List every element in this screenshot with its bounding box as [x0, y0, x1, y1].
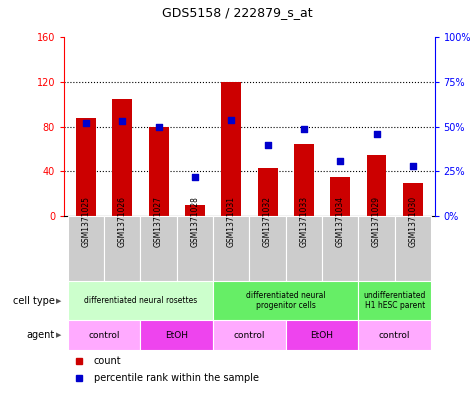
Text: GSM1371028: GSM1371028 [190, 196, 200, 247]
Text: undifferentiated
H1 hESC parent: undifferentiated H1 hESC parent [363, 291, 426, 310]
Bar [285, 216, 322, 281]
Bar [285, 320, 358, 350]
Bar [213, 281, 358, 320]
Point [191, 174, 199, 180]
Bar [104, 216, 141, 281]
Bar [358, 216, 395, 281]
Text: GSM1371025: GSM1371025 [81, 196, 90, 247]
Text: differentiated neural
progenitor cells: differentiated neural progenitor cells [246, 291, 325, 310]
Text: count: count [94, 356, 122, 366]
Bar [213, 320, 285, 350]
Point [264, 141, 271, 148]
Text: ▶: ▶ [57, 298, 62, 304]
Text: control: control [234, 331, 265, 340]
Text: control: control [88, 331, 120, 340]
Bar [257, 168, 277, 216]
Point [300, 125, 308, 132]
Text: GDS5158 / 222879_s_at: GDS5158 / 222879_s_at [162, 6, 313, 19]
Bar [358, 320, 431, 350]
Bar [76, 118, 96, 216]
Bar [213, 216, 249, 281]
Text: percentile rank within the sample: percentile rank within the sample [94, 373, 259, 383]
Text: EtOH: EtOH [311, 331, 333, 340]
Text: GSM1371034: GSM1371034 [336, 196, 345, 247]
Point [82, 120, 90, 126]
Bar [395, 216, 431, 281]
Bar [358, 281, 431, 320]
Point [228, 116, 235, 123]
Bar [177, 216, 213, 281]
Bar [185, 205, 205, 216]
Bar [68, 281, 213, 320]
Text: agent: agent [27, 330, 55, 340]
Text: GSM1371029: GSM1371029 [372, 196, 381, 247]
Bar [403, 183, 423, 216]
Text: cell type: cell type [13, 296, 55, 306]
Text: GSM1371030: GSM1371030 [408, 196, 418, 247]
Text: GSM1371033: GSM1371033 [299, 196, 308, 247]
Text: GSM1371032: GSM1371032 [263, 196, 272, 247]
Point [336, 158, 344, 164]
Bar [112, 99, 132, 216]
Text: control: control [379, 331, 410, 340]
Bar [221, 82, 241, 216]
Bar [367, 155, 387, 216]
Text: GSM1371026: GSM1371026 [118, 196, 127, 247]
Text: differentiated neural rosettes: differentiated neural rosettes [84, 296, 197, 305]
Text: GSM1371027: GSM1371027 [154, 196, 163, 247]
Point [373, 131, 380, 137]
Point [118, 118, 126, 125]
Point [155, 123, 162, 130]
Bar [294, 143, 314, 216]
Text: ▶: ▶ [57, 332, 62, 338]
Text: EtOH: EtOH [165, 331, 188, 340]
Bar [322, 216, 358, 281]
Bar [68, 216, 104, 281]
Text: GSM1371031: GSM1371031 [227, 196, 236, 247]
Bar [149, 127, 169, 216]
Bar [330, 177, 350, 216]
Bar [249, 216, 285, 281]
Bar [141, 320, 213, 350]
Bar [141, 216, 177, 281]
Bar [68, 320, 141, 350]
Point [409, 163, 417, 169]
